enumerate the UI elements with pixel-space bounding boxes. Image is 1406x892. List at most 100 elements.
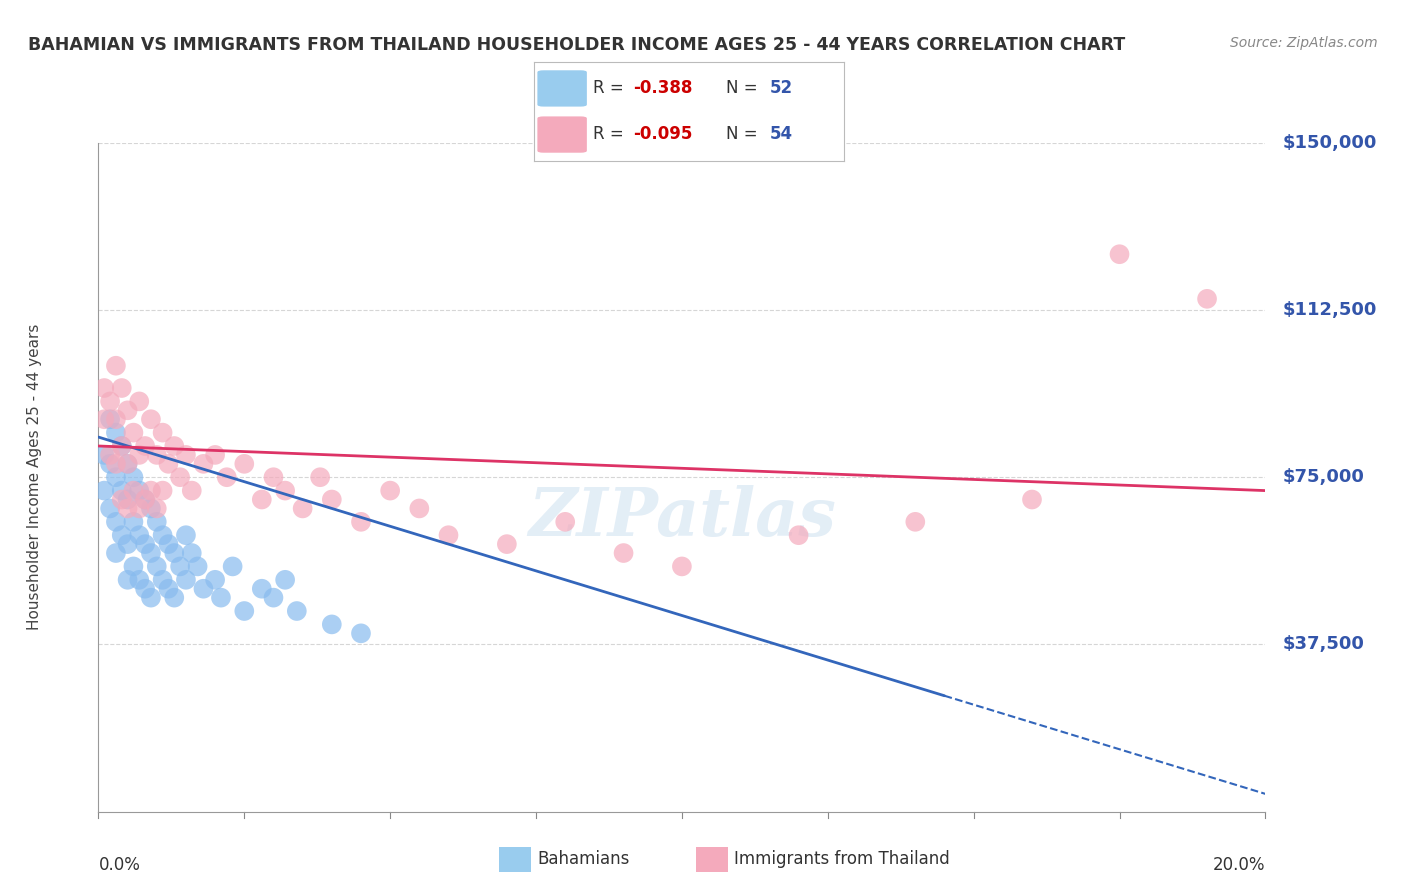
Point (111, 439, 134, 453)
Point (291, 501, 314, 516)
Point (146, 515, 169, 529)
Point (93, 412, 115, 426)
Point (117, 457, 139, 471)
Point (134, 492, 156, 507)
Point (111, 528, 134, 542)
Point (152, 528, 174, 542)
Text: R =: R = (593, 79, 628, 97)
Point (146, 559, 169, 574)
Point (134, 492, 156, 507)
Point (321, 617, 343, 632)
Point (117, 537, 139, 551)
Point (111, 492, 134, 507)
Point (128, 528, 150, 542)
Text: $75,000: $75,000 (1282, 468, 1365, 486)
Point (378, 483, 402, 498)
Point (180, 483, 202, 498)
Point (204, 448, 226, 462)
Text: -0.388: -0.388 (633, 79, 693, 97)
Point (104, 470, 127, 484)
Point (262, 470, 284, 484)
Text: R =: R = (593, 125, 628, 143)
Point (134, 582, 156, 596)
Point (193, 457, 215, 471)
Text: $112,500: $112,500 (1282, 301, 1378, 319)
Point (122, 425, 145, 440)
Point (250, 492, 273, 507)
Point (117, 573, 139, 587)
Point (122, 559, 145, 574)
Point (128, 501, 150, 516)
Point (104, 412, 127, 426)
Point (163, 546, 186, 560)
FancyBboxPatch shape (537, 117, 586, 153)
Point (274, 573, 297, 587)
Point (128, 573, 150, 587)
Point (1021, 492, 1043, 507)
Text: ZIPatlas: ZIPatlas (529, 485, 835, 549)
Text: 54: 54 (769, 125, 793, 143)
Point (104, 425, 127, 440)
Point (321, 492, 343, 507)
Point (104, 457, 127, 471)
Point (104, 515, 127, 529)
Text: $150,000: $150,000 (1282, 134, 1378, 152)
Point (233, 457, 256, 471)
Point (285, 604, 308, 618)
Text: Immigrants from Thailand: Immigrants from Thailand (734, 850, 949, 868)
Point (152, 573, 174, 587)
Text: N =: N = (725, 79, 763, 97)
Point (98, 457, 121, 471)
Point (139, 412, 162, 426)
Point (157, 582, 180, 596)
Point (187, 559, 209, 574)
Text: Householder Income Ages 25 - 44 years: Householder Income Ages 25 - 44 years (27, 324, 42, 631)
Point (139, 501, 162, 516)
Point (93, 483, 115, 498)
Point (350, 515, 373, 529)
Point (350, 626, 373, 640)
Point (169, 470, 191, 484)
Text: 52: 52 (769, 79, 793, 97)
Text: Bahamians: Bahamians (537, 850, 630, 868)
Point (221, 559, 243, 574)
Point (180, 546, 202, 560)
Point (98, 448, 121, 462)
Text: 0.0%: 0.0% (98, 856, 141, 874)
Point (157, 537, 180, 551)
Point (122, 515, 145, 529)
Point (787, 528, 810, 542)
Point (163, 591, 186, 605)
FancyBboxPatch shape (537, 70, 586, 107)
Point (1108, 247, 1130, 261)
Point (146, 501, 169, 516)
Point (146, 448, 169, 462)
Point (122, 470, 145, 484)
Point (128, 483, 150, 498)
Point (262, 591, 284, 605)
Point (174, 448, 197, 462)
Point (554, 515, 576, 529)
Point (612, 546, 634, 560)
Point (134, 439, 156, 453)
Point (152, 425, 174, 440)
Point (193, 582, 215, 596)
Point (111, 483, 134, 498)
Point (204, 573, 226, 587)
Text: N =: N = (725, 125, 763, 143)
Point (117, 457, 139, 471)
Point (163, 439, 186, 453)
Text: Source: ZipAtlas.com: Source: ZipAtlas.com (1230, 36, 1378, 50)
Point (117, 403, 139, 417)
Point (174, 528, 197, 542)
Point (274, 483, 297, 498)
Text: -0.095: -0.095 (633, 125, 693, 143)
Point (495, 537, 517, 551)
Point (174, 573, 197, 587)
Point (111, 439, 134, 453)
Point (233, 604, 256, 618)
Point (111, 381, 134, 395)
Point (98, 412, 121, 426)
Point (671, 559, 693, 574)
Point (128, 448, 150, 462)
